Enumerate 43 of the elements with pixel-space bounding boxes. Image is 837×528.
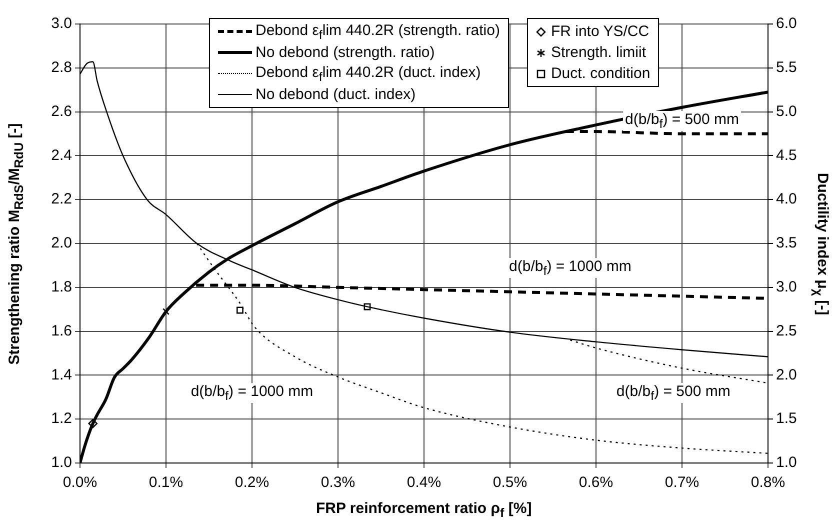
legend-label: Duct. condition (550, 65, 650, 82)
y2-tick-label: 3.5 (776, 234, 797, 252)
y2-tick-label: 6.0 (776, 15, 797, 32)
y2-tick-label: 2.0 (776, 366, 797, 384)
legend-label: No debond (duct. index) (256, 86, 416, 103)
x-tick-label: 0.2% (234, 474, 270, 492)
x-tick-label: 0.7% (664, 474, 700, 492)
y-tick-label: 2.6 (51, 102, 72, 120)
annotation: d(b/b$_{f}$) = 500 mm (623, 110, 741, 131)
y-tick-label: 1.8 (51, 278, 72, 296)
y2-tick-label: 1.0 (776, 454, 797, 472)
y-tick-label: 2.8 (51, 59, 72, 76)
y-tick-label: 2.0 (51, 234, 72, 252)
y-tick-label: 2.2 (51, 190, 72, 208)
y2-tick-label: 4.0 (776, 190, 797, 208)
legend-label: Debond ε$_{f}$lim 440.2R (strength. ratio) (256, 22, 500, 42)
annotation: d(b/b$_{f}$) = 500 mm (614, 382, 732, 403)
legend-label: Debond ε$_{f}$lim 440.2R (duct. index) (256, 64, 481, 84)
y-tick-label: 1.2 (51, 410, 72, 428)
y2-tick-label: 4.5 (776, 146, 797, 164)
x-tick-label: 0.3% (320, 474, 356, 492)
x-tick-label: 0.4% (406, 474, 442, 492)
x-tick-label: 0.8% (750, 474, 786, 492)
annotation: d(b/b$_{f}$) = 1000 mm (507, 258, 634, 278)
x-tick-label: 0.6% (578, 474, 614, 492)
y-tick-label: 1.4 (51, 366, 72, 384)
y2-tick-label: 5.5 (776, 59, 797, 76)
y2-tick-label: 1.5 (776, 410, 797, 428)
y-tick-label: 1.6 (51, 322, 72, 340)
x-tick-label: 0.5% (492, 474, 528, 492)
y2-tick-label: 2.5 (776, 322, 797, 340)
x-tick-label: 0.0% (62, 474, 98, 492)
y-tick-label: 1.0 (51, 454, 72, 472)
x-tick-label: 0.1% (148, 474, 184, 492)
legend-label: FR into YS/CC (550, 23, 650, 40)
y2-tick-label: 5.0 (776, 102, 797, 120)
y-tick-label: 2.4 (51, 146, 72, 164)
legend-label: No debond (strength. ratio) (256, 44, 435, 61)
annotation: d(b/b$_{f}$) = 1000 mm (188, 382, 316, 403)
y2-tick-label: 3.0 (776, 278, 797, 296)
y-tick-label: 3.0 (51, 15, 72, 32)
legend-label: Strength. limiit (550, 44, 646, 61)
x-axis-title: FRP reinforcement ratio ρ$_{f}$ [%] (316, 500, 532, 520)
